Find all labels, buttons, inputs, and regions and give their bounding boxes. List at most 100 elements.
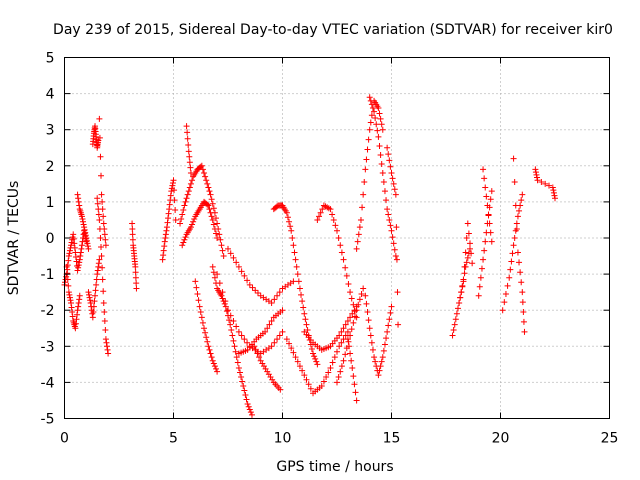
- data-point: [360, 285, 367, 292]
- data-point: [246, 406, 253, 413]
- data-point: [507, 266, 514, 273]
- data-point: [66, 250, 73, 257]
- data-point: [519, 191, 526, 198]
- data-point: [393, 256, 400, 263]
- data-point: [510, 155, 517, 162]
- data-point: [238, 373, 245, 380]
- y-tick-label: -4: [41, 375, 55, 391]
- data-point: [368, 339, 375, 346]
- data-point: [171, 197, 178, 204]
- data-point: [299, 298, 306, 305]
- data-point: [298, 291, 305, 298]
- data-point: [367, 332, 374, 339]
- data-point: [219, 289, 226, 296]
- y-tick-label: -5: [41, 412, 55, 428]
- data-point: [287, 223, 294, 230]
- data-point: [290, 349, 297, 356]
- data-point: [65, 282, 72, 289]
- data-point: [76, 296, 83, 303]
- data-point: [458, 289, 465, 296]
- data-point: [327, 364, 334, 371]
- data-point: [241, 272, 248, 279]
- data-point: [165, 215, 172, 222]
- data-point: [103, 339, 110, 346]
- data-point: [290, 278, 297, 285]
- series-sat-ai: [532, 166, 558, 202]
- data-point: [72, 253, 79, 260]
- data-point: [311, 353, 318, 360]
- data-point: [338, 339, 345, 346]
- data-point: [211, 363, 218, 370]
- data-point: [377, 151, 384, 158]
- data-point: [308, 346, 315, 353]
- series-sat-af: [480, 166, 495, 245]
- data-point: [336, 343, 343, 350]
- data-point: [331, 354, 338, 361]
- data-point: [362, 166, 369, 173]
- data-point: [202, 173, 209, 180]
- data-point: [464, 220, 471, 227]
- data-point: [313, 358, 320, 365]
- data-point: [169, 179, 176, 186]
- data-point: [227, 250, 234, 257]
- data-point: [468, 250, 475, 257]
- data-point: [179, 211, 186, 218]
- data-point: [201, 325, 208, 332]
- y-tick-label: 1: [46, 195, 55, 211]
- data-point: [95, 260, 102, 267]
- data-point: [476, 283, 483, 290]
- data-point: [98, 172, 105, 179]
- data-point: [290, 242, 297, 249]
- data-point: [66, 291, 73, 298]
- data-point: [64, 270, 71, 277]
- data-point: [162, 235, 169, 241]
- data-point: [384, 328, 391, 335]
- data-point: [252, 346, 259, 353]
- data-point: [513, 225, 520, 232]
- series-sat-ae: [475, 188, 495, 299]
- data-point: [213, 365, 220, 372]
- data-point: [214, 220, 221, 227]
- data-point: [98, 253, 105, 260]
- data-point: [371, 354, 378, 361]
- data-point: [178, 216, 185, 223]
- data-point: [274, 336, 281, 343]
- data-point: [303, 321, 310, 328]
- data-point: [67, 297, 74, 304]
- data-point: [312, 355, 319, 362]
- data-point: [217, 236, 224, 243]
- data-point: [519, 289, 526, 296]
- data-point: [74, 267, 81, 274]
- data-point: [342, 321, 349, 328]
- data-point: [129, 220, 136, 227]
- data-point: [385, 151, 392, 158]
- data-point: [376, 367, 383, 374]
- data-point: [235, 364, 242, 371]
- data-point: [241, 336, 248, 343]
- data-point: [301, 372, 308, 379]
- data-point: [283, 209, 290, 216]
- data-point: [317, 209, 324, 216]
- data-point: [366, 325, 373, 332]
- data-point: [225, 245, 231, 252]
- data-point: [241, 387, 248, 394]
- data-point: [475, 292, 482, 299]
- y-axis-label: SDTVAR / TECUs: [6, 181, 22, 296]
- data-point: [487, 196, 494, 203]
- data-point: [203, 177, 210, 184]
- y-tick-label: 5: [46, 51, 55, 67]
- data-point: [342, 264, 349, 271]
- data-point: [204, 338, 211, 345]
- y-tick-label: 2: [46, 159, 55, 175]
- data-point: [294, 358, 301, 365]
- data-point: [348, 326, 355, 333]
- x-tick-label: 25: [601, 431, 619, 447]
- data-point: [100, 213, 107, 220]
- data-point: [381, 341, 388, 348]
- data-point: [305, 381, 312, 388]
- data-point: [375, 372, 382, 379]
- data-point: [172, 207, 179, 214]
- data-point: [385, 211, 392, 218]
- data-point: [318, 383, 325, 390]
- data-point: [74, 307, 81, 314]
